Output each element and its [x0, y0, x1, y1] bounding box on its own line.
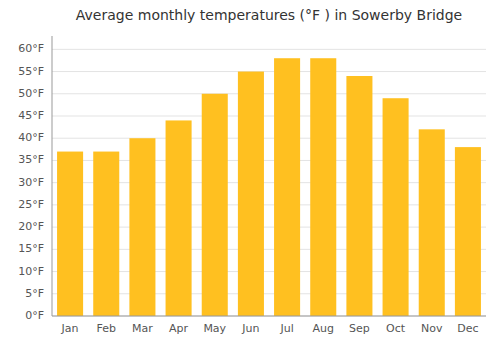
bar [346, 76, 372, 316]
x-tick-label: Mar [132, 322, 153, 335]
x-tick-label: Jun [241, 322, 259, 335]
bar [419, 129, 445, 316]
bars [57, 58, 481, 316]
bar [238, 72, 264, 316]
y-tick-label: 30°F [18, 176, 44, 189]
bar [455, 147, 481, 316]
x-tick-label: May [203, 322, 226, 335]
y-tick-label: 25°F [18, 198, 44, 211]
grid-line [52, 316, 486, 317]
y-tick-label: 15°F [18, 242, 44, 255]
x-tick-label: Oct [386, 322, 406, 335]
x-tick-label: Sep [349, 322, 370, 335]
x-tick-label: Jan [61, 322, 79, 335]
x-tick-label: Dec [457, 322, 478, 335]
bar [129, 138, 155, 316]
y-tick-label: 50°F [18, 87, 44, 100]
y-tick-label: 10°F [18, 265, 44, 278]
chart-container: 0°F 5°F 10°F 15°F 20°F 25°F 30°F 35°F 40°F 45°F 50… [0, 0, 500, 350]
y-tick-label: 0°F [25, 309, 44, 322]
grid-line [52, 93, 486, 94]
y-grid [52, 49, 486, 316]
y-tick-label: 40°F [18, 131, 44, 144]
bar [166, 120, 192, 316]
y-tick-label: 45°F [18, 109, 44, 122]
y-axis-line [52, 36, 53, 316]
grid-line [52, 116, 486, 117]
grid-line [52, 71, 486, 72]
x-tick-label: Apr [169, 322, 189, 335]
y-tick-label: 55°F [18, 65, 44, 78]
bar [274, 58, 300, 316]
y-tick-label: 35°F [18, 153, 44, 166]
x-axis-line [52, 316, 486, 317]
x-tick-label: Aug [313, 322, 334, 335]
bar [310, 58, 336, 316]
bar [57, 152, 83, 316]
chart-title: Average monthly temperatures (°F ) in So… [76, 7, 462, 23]
bar [383, 98, 409, 316]
x-tick-label: Jul [279, 322, 293, 335]
y-tick-label: 60°F [18, 42, 44, 55]
x-axis: Jan Feb Mar Apr May Jun Jul Aug Sep Oct Nov Dec [52, 316, 486, 335]
chart-svg: 0°F 5°F 10°F 15°F 20°F 25°F 30°F 35°F 40°F 45°F 50… [0, 0, 500, 350]
page: {"chart_data": {"type": "bar", "title": … [0, 0, 500, 350]
y-tick-label: 20°F [18, 220, 44, 233]
bar [202, 94, 228, 316]
x-tick-label: Feb [97, 322, 116, 335]
y-axis: 0°F 5°F 10°F 15°F 20°F 25°F 30°F 35°F 40°F 45°F 50… [18, 36, 52, 322]
bar [93, 152, 119, 316]
grid-line [52, 49, 486, 50]
x-tick-label: Nov [421, 322, 443, 335]
y-tick-label: 5°F [25, 287, 44, 300]
